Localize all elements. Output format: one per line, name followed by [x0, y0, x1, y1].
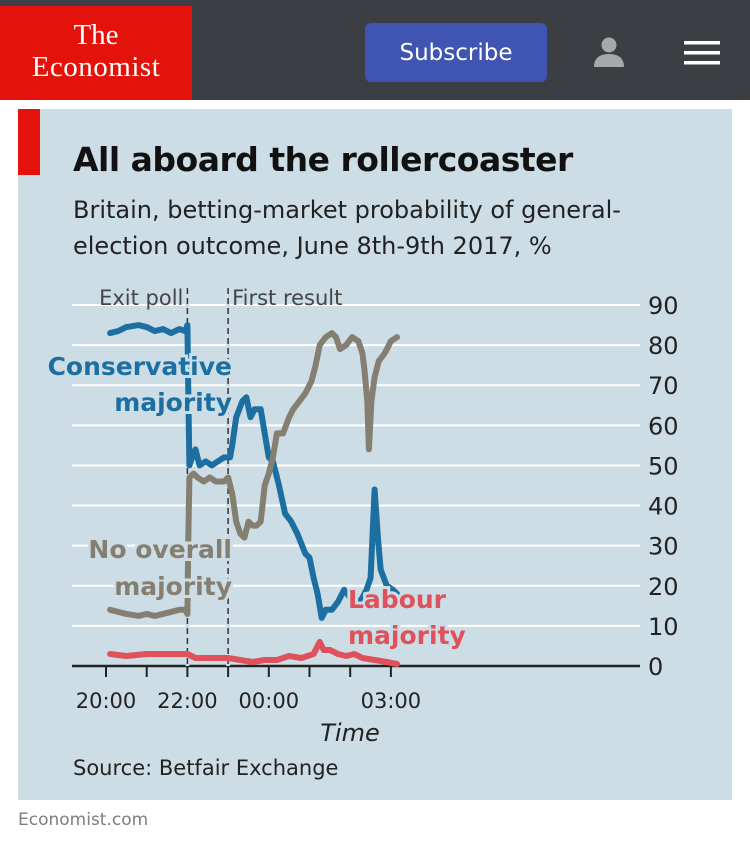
- y-tick-label: 50: [648, 452, 679, 480]
- y-tick-label: 40: [648, 493, 679, 521]
- series-label: Labour: [348, 585, 447, 614]
- x-tick-label: 20:00: [76, 689, 137, 713]
- y-tick-label: 60: [648, 412, 679, 440]
- series-label: majority: [348, 621, 466, 650]
- red-accent-tab: [18, 109, 40, 175]
- chart-panel: [18, 109, 732, 800]
- y-tick-label: 30: [648, 533, 679, 561]
- logo-line-1: The: [73, 19, 119, 51]
- menu-icon[interactable]: [684, 40, 720, 66]
- x-tick-label: 22:00: [157, 689, 218, 713]
- annotation-label: Exit poll: [99, 286, 183, 310]
- y-tick-label: 80: [648, 332, 679, 360]
- y-tick-label: 20: [648, 573, 679, 601]
- series-line-1: [107, 330, 400, 619]
- series-line-2: [107, 638, 400, 667]
- chart-subtitle: Britain, betting-market probability of g…: [73, 196, 621, 260]
- series-label: Conservative: [48, 352, 232, 381]
- y-tick-label: 0: [648, 653, 663, 681]
- series-label: No overall: [88, 535, 232, 564]
- economist-logo[interactable]: The Economist: [0, 6, 192, 100]
- x-tick-label: 03:00: [361, 689, 422, 713]
- x-tick-label: 00:00: [239, 689, 300, 713]
- y-tick-label: 70: [648, 372, 679, 400]
- series-line-0: [107, 322, 400, 621]
- logo-line-2: Economist: [31, 51, 161, 83]
- chart-source: Source: Betfair Exchange: [73, 756, 338, 780]
- x-axis-label: Time: [320, 719, 379, 747]
- user-icon[interactable]: [591, 36, 627, 68]
- annotation-label: First result: [232, 286, 342, 310]
- y-tick-label: 90: [648, 292, 679, 320]
- series-label: majority: [114, 388, 232, 417]
- subscribe-button[interactable]: Subscribe: [365, 23, 547, 82]
- series-label: majority: [114, 572, 232, 601]
- chart-title: All aboard the rollercoaster: [73, 140, 573, 179]
- y-tick-label: 10: [648, 613, 679, 641]
- footer-site-name: Economist.com: [18, 810, 149, 830]
